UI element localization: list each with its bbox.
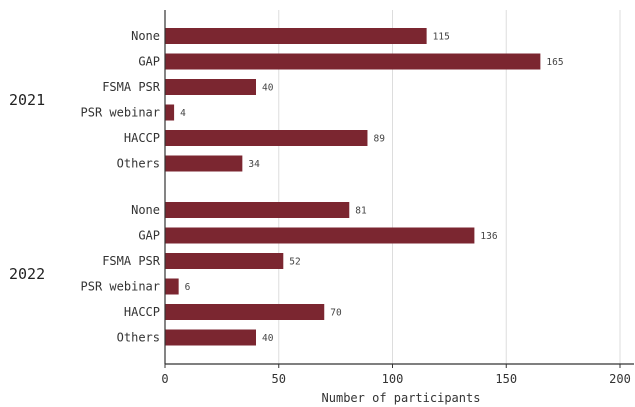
x-axis-title: Number of participants <box>322 391 481 405</box>
bar <box>165 130 368 146</box>
bar <box>165 304 325 320</box>
group-label: 2022 <box>9 265 45 283</box>
bar <box>165 28 427 44</box>
category-label: GAP <box>138 55 160 69</box>
data-label: 115 <box>433 32 450 43</box>
bar <box>165 104 175 121</box>
category-label: FSMA PSR <box>102 254 161 268</box>
data-label: 40 <box>262 83 274 94</box>
category-label: None <box>131 203 160 217</box>
bar <box>165 202 350 218</box>
x-tick-label: 200 <box>609 372 631 386</box>
category-label: Others <box>117 157 160 171</box>
bar <box>165 53 541 70</box>
bar <box>165 79 256 95</box>
x-tick-label: 150 <box>495 372 517 386</box>
bars <box>165 28 541 346</box>
category-label: Others <box>117 331 160 345</box>
axes: 0 50 100 150 200 <box>161 10 634 386</box>
group-label: 2021 <box>9 91 45 109</box>
category-label: None <box>131 29 160 43</box>
category-label: HACCP <box>124 305 160 319</box>
x-tick-label: 100 <box>382 372 404 386</box>
bar-labels: 115 None 165 GAP 40 FSMA PSR 4 PSR webinar 89 HAC… <box>9 29 564 345</box>
x-tick-label: 0 <box>161 372 168 386</box>
x-tick-label: 50 <box>272 372 286 386</box>
data-label: 81 <box>355 206 367 217</box>
data-label: 165 <box>546 57 563 68</box>
bar <box>165 155 243 172</box>
data-label: 34 <box>248 159 260 170</box>
data-label: 136 <box>480 231 497 242</box>
bar <box>165 227 475 244</box>
category-label: GAP <box>138 229 160 243</box>
bar <box>165 278 179 295</box>
data-label: 70 <box>330 308 342 319</box>
data-label: 40 <box>262 333 274 344</box>
data-label: 52 <box>289 257 300 268</box>
data-label: 89 <box>373 134 385 145</box>
data-label: 6 <box>185 282 191 293</box>
category-label: PSR webinar <box>81 106 160 120</box>
category-label: FSMA PSR <box>102 80 161 94</box>
bar <box>165 253 284 269</box>
category-label: PSR webinar <box>81 280 160 294</box>
category-label: HACCP <box>124 131 160 145</box>
bar <box>165 329 256 346</box>
data-label: 4 <box>180 108 186 119</box>
